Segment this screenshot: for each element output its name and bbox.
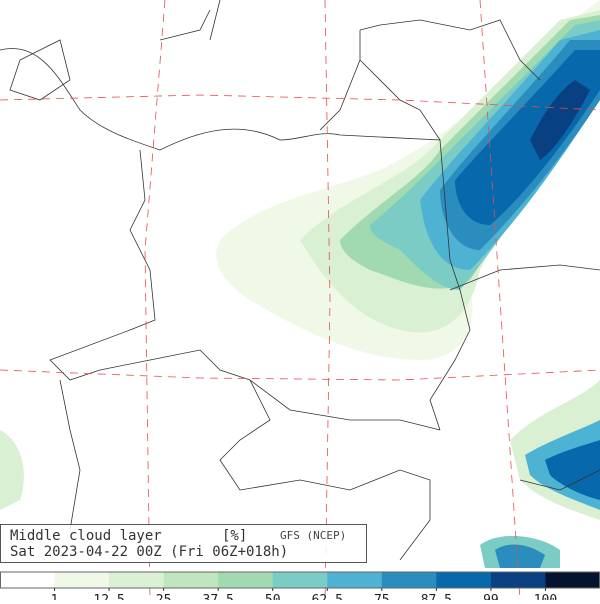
colorbar-tick-label: 99 [483, 593, 499, 600]
legend-frame [0, 524, 367, 563]
colorbar-segment [218, 572, 274, 588]
legend-valid: Sat 2023-04-22 00Z (Fri 06Z+018h) [10, 544, 288, 560]
colorbar-tick-label: 50 [265, 593, 281, 600]
colorbar-segment [0, 572, 56, 588]
legend-source: GFS (NCEP) [280, 529, 346, 542]
colorbar-tick-label: 75 [374, 593, 390, 600]
colorbar-segment [327, 572, 383, 588]
colorbar-tick-label: 62.5 [312, 593, 343, 600]
colorbar: 1 12.5 25 37.5 50 62.5 75 87.5 99 100 [0, 571, 600, 604]
legend-unit: [%] [222, 528, 247, 544]
cloud-field [0, 0, 600, 568]
colorbar-segment [436, 572, 492, 588]
colorbar-segment [163, 572, 219, 588]
colorbar-tick-label: 100 [534, 593, 557, 600]
colorbar-segment [54, 572, 110, 588]
colorbar-segment [381, 572, 437, 588]
colorbar-segment [545, 572, 600, 588]
colorbar-tick-label: 1 [51, 593, 59, 600]
colorbar-tick-label: 12.5 [93, 593, 124, 600]
legend-box: Middle cloud layer [%] GFS (NCEP) Sat 20… [0, 524, 367, 563]
colorbar-segment [490, 572, 546, 588]
colorbar-segment [272, 572, 328, 588]
colorbar-tick-label: 25 [156, 593, 172, 600]
legend-title: Middle cloud layer [10, 528, 162, 544]
borders [0, 0, 600, 561]
colorbar-tick-label: 37.5 [203, 593, 234, 600]
colorbar-segment [109, 572, 165, 588]
colorbar-tick-label: 87.5 [421, 593, 452, 600]
